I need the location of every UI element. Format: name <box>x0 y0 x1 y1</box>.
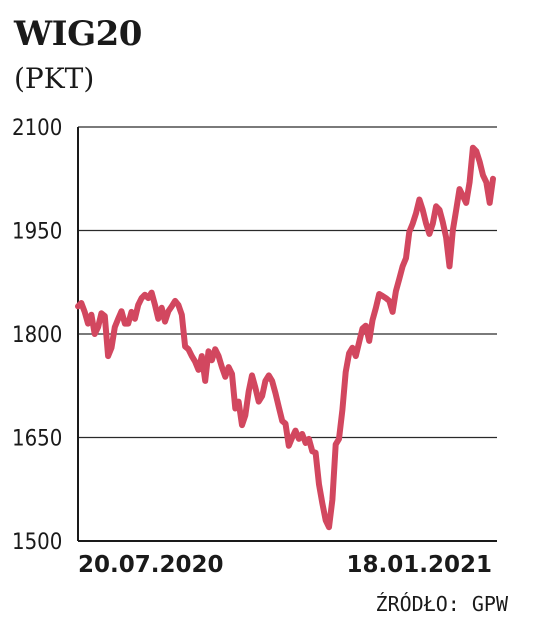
y-tick-label: 1500 <box>12 530 62 555</box>
chart-title: WIG20 <box>14 14 142 54</box>
series-line-layer <box>75 144 496 531</box>
source-note: ŹRÓDŁO: GPW <box>375 592 508 616</box>
y-axis-tick-labels: 2100 1950 1800 1650 1500 <box>12 116 62 555</box>
y-tick-label: 1800 <box>12 323 62 348</box>
gridlines <box>78 126 497 439</box>
y-tick-label: 1650 <box>12 427 62 452</box>
x-tick-label: 18.01.2021 <box>346 552 492 578</box>
chart-unit: (PKT) <box>14 62 95 95</box>
y-tick-label: 2100 <box>12 116 62 141</box>
x-tick-label: 20.07.2020 <box>78 552 224 578</box>
axes <box>77 127 497 542</box>
series-line-wig20 <box>75 144 496 531</box>
x-axis-tick-labels: 20.07.2020 18.01.2021 <box>78 552 492 578</box>
y-tick-label: 1950 <box>12 220 62 245</box>
